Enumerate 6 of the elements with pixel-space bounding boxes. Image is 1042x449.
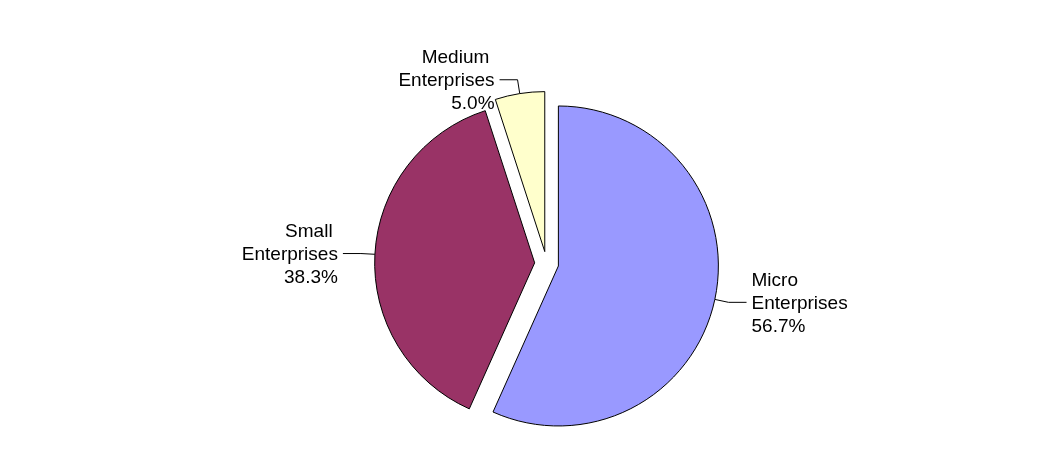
data-label: 56.7% (751, 314, 806, 336)
data-label: 38.3% (284, 266, 339, 288)
data-label: 5.0% (451, 92, 495, 114)
slice-label: Medium Enterprises (398, 46, 495, 91)
slice-label: Small Enterprises (241, 220, 338, 265)
slice-label: Micro Enterprises (751, 268, 848, 313)
